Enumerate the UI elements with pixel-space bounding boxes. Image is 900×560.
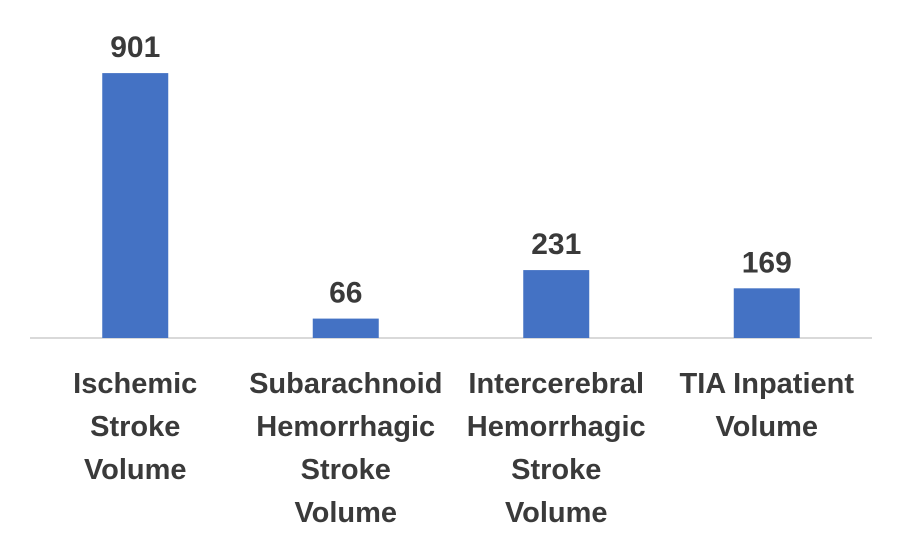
category-labels-group: Ischemic Stroke Volume Subarachnoid Hemorrha… (73, 368, 854, 529)
category-label-2: Intercerebral Hemorrhagic Stroke Volume (467, 368, 646, 529)
category-label-line: Stroke (90, 411, 180, 443)
category-label-line: TIA Inpatient (679, 368, 854, 400)
category-label-line: Stroke (511, 454, 601, 486)
bars-group (102, 73, 800, 338)
category-label-line: Subarachnoid (249, 368, 442, 400)
category-label-line: Volume (715, 411, 818, 443)
category-label-0: Ischemic Stroke Volume (73, 368, 197, 486)
data-label-1: 66 (329, 277, 362, 310)
category-label-line: Volume (505, 497, 608, 529)
category-label-line: Hemorrhagic (467, 411, 646, 443)
category-label-3: TIA Inpatient Volume (679, 368, 854, 443)
category-label-line: Stroke (301, 454, 391, 486)
data-label-3: 169 (742, 246, 792, 279)
bar-2 (523, 270, 590, 338)
data-label-2: 231 (531, 228, 581, 261)
category-label-line: Hemorrhagic (256, 411, 435, 443)
data-label-0: 901 (110, 31, 160, 64)
category-label-line: Volume (294, 497, 397, 529)
category-label-line: Volume (84, 454, 187, 486)
bar-1 (312, 318, 379, 338)
data-labels-group: 901 66 231 169 (110, 31, 792, 309)
category-label-1: Subarachnoid Hemorrhagic Stroke Volume (249, 368, 442, 529)
bar-3 (733, 288, 800, 338)
category-label-line: Intercerebral (468, 368, 644, 400)
category-label-line: Ischemic (73, 368, 197, 400)
bar-0 (102, 73, 169, 338)
